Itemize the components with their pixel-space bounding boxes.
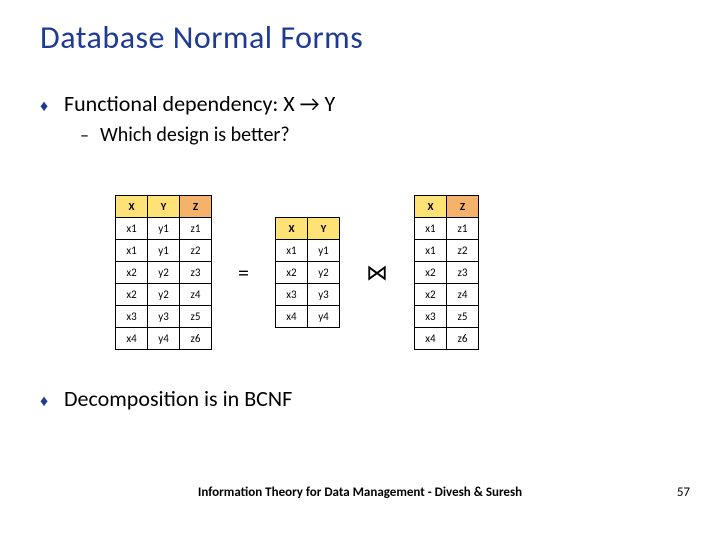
table-cell: y2	[148, 262, 180, 284]
slide-title: Database Normal Forms	[40, 18, 363, 57]
table-cell: z2	[446, 240, 478, 262]
table-mid: XYx1y1x2y2x3y3x4y4	[275, 217, 340, 328]
table-cell: z5	[446, 306, 478, 328]
table-cell: x1	[116, 218, 148, 240]
bullet-2-wrap: ♦ Decomposition is in BCNF	[40, 385, 292, 418]
table-cell: x2	[116, 284, 148, 306]
table-cell: z4	[180, 284, 212, 306]
equals-symbol: =	[234, 259, 253, 286]
bullet-2: ♦ Decomposition is in BCNF	[40, 385, 292, 412]
slide: Database Normal Forms ♦ Functional depen…	[0, 0, 720, 540]
table-row: x4y4	[275, 306, 339, 328]
table-cell: x2	[414, 262, 446, 284]
footer-text: Information Theory for Data Management -…	[0, 485, 720, 500]
table-row: x4z6	[414, 328, 478, 350]
table-row: x3y3	[275, 284, 339, 306]
table-cell: x1	[275, 240, 307, 262]
table-cell: y1	[307, 240, 339, 262]
table-cell: x2	[414, 284, 446, 306]
table-cell: z5	[180, 306, 212, 328]
table-row: x1z1	[414, 218, 478, 240]
table-row: x1y1	[275, 240, 339, 262]
table-row: x2y2z3	[116, 262, 212, 284]
bullet-1-sub1: – Which design is better?	[80, 123, 680, 147]
table-header-cell: X	[116, 196, 148, 218]
table-cell: z6	[180, 328, 212, 350]
table-cell: x4	[275, 306, 307, 328]
table-cell: z2	[180, 240, 212, 262]
table-right: XZx1z1x1z2x2z3x2z4x3z5x4z6	[414, 195, 479, 350]
table-header-cell: Z	[180, 196, 212, 218]
table-cell: z1	[446, 218, 478, 240]
table-cell: y3	[148, 306, 180, 328]
table-cell: x3	[275, 284, 307, 306]
diamond-icon: ♦	[40, 97, 64, 116]
table-cell: z6	[446, 328, 478, 350]
table-cell: x1	[414, 240, 446, 262]
table-row: x3z5	[414, 306, 478, 328]
table-header-cell: Y	[148, 196, 180, 218]
table-row: x4y4z6	[116, 328, 212, 350]
table-cell: y1	[148, 240, 180, 262]
bullet-1: ♦ Functional dependency: X → Y	[40, 90, 680, 117]
table-cell: x1	[414, 218, 446, 240]
table-row: x3y3z5	[116, 306, 212, 328]
join-symbol: ⋈	[362, 259, 392, 286]
table-cell: y4	[148, 328, 180, 350]
table-cell: z3	[446, 262, 478, 284]
table-header-cell: X	[414, 196, 446, 218]
bullet-2-text: Decomposition is in BCNF	[64, 385, 292, 412]
body-area: ♦ Functional dependency: X → Y – Which d…	[40, 90, 680, 147]
table-cell: y2	[307, 262, 339, 284]
table-cell: x3	[116, 306, 148, 328]
table-left: XYZx1y1z1x1y1z2x2y2z3x2y2z4x3y3z5x4y4z6	[115, 195, 212, 350]
table-row: x2z3	[414, 262, 478, 284]
table-row: x1z2	[414, 240, 478, 262]
table-header-cell: Z	[446, 196, 478, 218]
table-cell: x2	[275, 262, 307, 284]
table-cell: x1	[116, 240, 148, 262]
table-cell: x4	[116, 328, 148, 350]
table-cell: y2	[148, 284, 180, 306]
table-row: x2y2z4	[116, 284, 212, 306]
diamond-icon: ♦	[40, 392, 64, 411]
table-cell: x4	[414, 328, 446, 350]
table-cell: z3	[180, 262, 212, 284]
table-cell: z1	[180, 218, 212, 240]
table-cell: y4	[307, 306, 339, 328]
table-header-cell: Y	[307, 218, 339, 240]
table-cell: x3	[414, 306, 446, 328]
table-row: x2z4	[414, 284, 478, 306]
dash-icon: –	[80, 124, 100, 146]
table-cell: y1	[148, 218, 180, 240]
bullet-1-text: Functional dependency: X → Y	[64, 90, 335, 117]
bullet-1-sub1-text: Which design is better?	[100, 123, 290, 147]
table-header-cell: X	[275, 218, 307, 240]
page-number: 57	[677, 485, 690, 500]
table-cell: x2	[116, 262, 148, 284]
table-row: x1y1z1	[116, 218, 212, 240]
tables-container: XYZx1y1z1x1y1z2x2y2z3x2y2z4x3y3z5x4y4z6 …	[115, 195, 479, 350]
table-row: x2y2	[275, 262, 339, 284]
table-row: x1y1z2	[116, 240, 212, 262]
table-cell: y3	[307, 284, 339, 306]
table-cell: z4	[446, 284, 478, 306]
